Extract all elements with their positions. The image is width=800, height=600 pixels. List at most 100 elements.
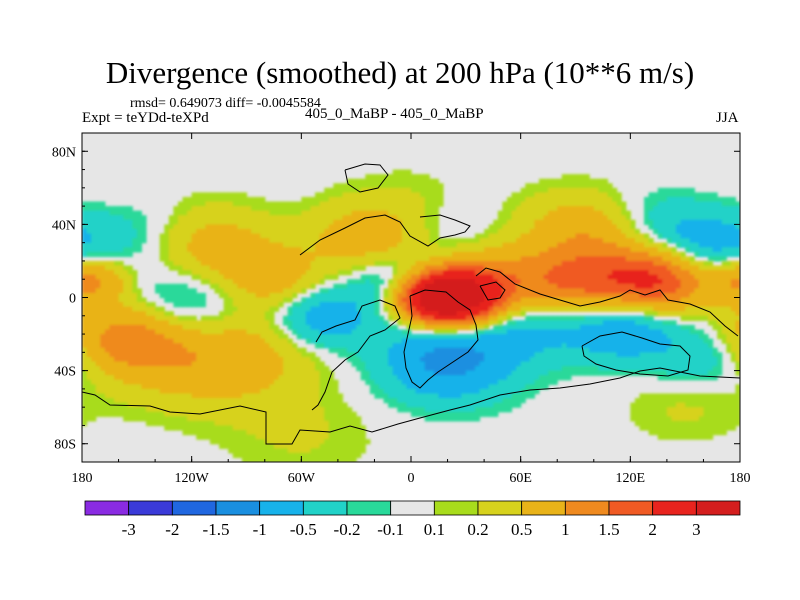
field-cell [191,210,197,216]
field-cell [694,270,700,276]
field-cell [676,279,682,285]
field-cell [438,329,444,335]
field-cell [698,329,705,335]
field-cell [607,238,613,244]
field-cell [429,306,435,312]
field-cell [703,210,709,216]
field-cell [315,251,321,257]
field-cell [356,315,362,321]
field-cell [360,292,366,299]
field-cell [593,265,599,271]
field-cell [200,334,206,340]
field-cell [680,260,686,267]
field-cell [269,352,275,358]
field-cell [209,324,216,331]
field-cell [708,283,714,289]
field-cell [342,233,348,239]
field-cell [497,242,503,248]
field-cell [369,334,376,340]
field-cell [95,311,101,317]
field-cell [104,324,111,331]
field-cell [465,302,471,308]
field-cell [86,206,92,212]
field-cell [223,201,229,207]
field-cell [104,292,111,299]
field-cell [602,343,609,349]
field-cell [159,283,165,289]
field-cell [241,352,248,358]
field-cell [717,306,723,312]
field-cell [209,352,216,358]
field-cell [671,288,677,294]
field-cell [251,251,257,257]
field-cell [630,315,636,321]
field-cell [456,306,462,312]
field-cell [278,270,284,276]
field-cell [415,311,421,317]
field-cell [557,201,563,207]
field-cell [264,210,270,216]
field-cell [506,260,513,267]
field-cell [584,347,590,353]
field-cell [100,320,106,326]
field-cell [644,338,650,344]
field-cell [264,228,270,235]
field-cell [369,352,376,358]
field-cell [575,196,581,203]
field-cell [168,361,174,367]
field-cell [666,288,673,294]
field-cell [100,274,106,280]
field-cell [497,279,503,285]
field-cell [365,302,371,308]
field-cell [237,311,243,317]
field-cell [511,247,517,253]
field-cell [360,210,366,216]
field-cell [246,238,252,244]
field-cell [630,306,636,312]
field-cell [525,242,531,248]
field-cell [82,334,88,340]
field-cell [123,334,129,340]
field-cell [388,306,394,312]
field-cell [415,347,421,353]
field-cell [479,356,485,363]
field-cell [164,292,170,299]
field-cell [621,338,627,344]
field-cell [347,343,353,349]
field-cell [516,270,522,276]
field-cell [447,297,453,303]
field-cell [433,306,440,312]
field-cell [401,315,408,321]
field-cell [644,283,650,289]
field-cell [104,238,111,244]
field-cell [273,283,280,289]
field-cell [616,233,622,239]
field-cell [493,270,499,276]
field-cell [625,347,631,353]
field-cell [315,256,321,262]
field-cell [525,187,531,193]
field-cell [607,196,613,203]
field-cell [694,224,700,230]
field-cell [315,279,321,285]
field-cell [342,288,348,294]
field-cell [86,288,92,294]
field-cell [570,274,577,280]
field-cell [589,270,595,276]
field-cell [593,247,599,253]
field-cell [698,292,705,299]
field-cell [219,279,225,285]
field-cell [264,311,270,317]
field-cell [324,228,330,235]
field-cell [511,270,517,276]
field-cell [241,356,248,363]
field-cell [534,356,540,363]
field-cell [388,196,394,203]
field-cell [662,324,668,331]
field-cell [219,329,225,335]
field-cell [484,228,490,235]
field-cell [657,338,663,344]
field-cell [694,292,700,299]
field-cell [584,324,590,331]
field-cell [529,361,535,367]
